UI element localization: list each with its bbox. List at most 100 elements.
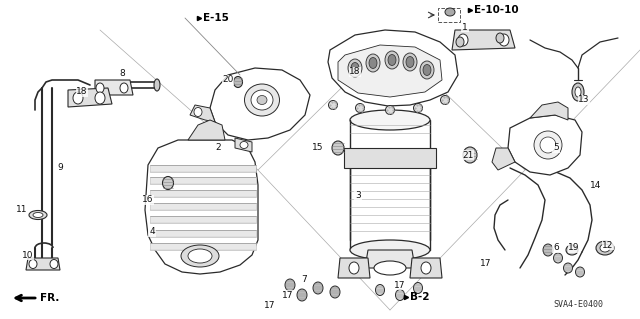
Ellipse shape	[369, 57, 377, 69]
Text: FR.: FR.	[40, 293, 60, 303]
Ellipse shape	[328, 100, 337, 109]
Ellipse shape	[163, 176, 173, 189]
Text: 4: 4	[149, 227, 155, 236]
Ellipse shape	[240, 142, 248, 149]
Text: 6: 6	[553, 243, 559, 253]
Polygon shape	[344, 148, 436, 168]
Text: 2: 2	[215, 144, 221, 152]
Text: 5: 5	[553, 144, 559, 152]
Polygon shape	[150, 203, 256, 210]
Polygon shape	[150, 230, 256, 237]
Ellipse shape	[251, 90, 273, 110]
Text: 12: 12	[602, 241, 614, 249]
Polygon shape	[150, 190, 256, 197]
Ellipse shape	[413, 283, 422, 293]
Polygon shape	[190, 105, 215, 122]
Ellipse shape	[440, 95, 449, 105]
Text: 9: 9	[57, 164, 63, 173]
Ellipse shape	[188, 249, 212, 263]
Ellipse shape	[285, 279, 295, 291]
Ellipse shape	[350, 240, 430, 260]
Ellipse shape	[366, 54, 380, 72]
Polygon shape	[188, 120, 225, 140]
Ellipse shape	[543, 244, 553, 256]
Ellipse shape	[348, 59, 362, 77]
Polygon shape	[530, 102, 568, 120]
Polygon shape	[68, 88, 112, 107]
Ellipse shape	[351, 63, 359, 73]
Text: E-15: E-15	[203, 13, 229, 23]
Ellipse shape	[96, 83, 104, 93]
Ellipse shape	[244, 84, 280, 116]
Polygon shape	[210, 68, 310, 140]
Text: B-2: B-2	[410, 292, 429, 302]
Ellipse shape	[554, 253, 563, 263]
Ellipse shape	[423, 64, 431, 76]
Text: 19: 19	[568, 243, 580, 253]
Ellipse shape	[385, 51, 399, 69]
Polygon shape	[150, 165, 256, 172]
Ellipse shape	[575, 267, 584, 277]
Ellipse shape	[600, 244, 610, 252]
Polygon shape	[365, 250, 415, 268]
Ellipse shape	[120, 83, 128, 93]
Ellipse shape	[421, 262, 431, 274]
Text: 18: 18	[76, 87, 88, 97]
Ellipse shape	[374, 261, 406, 275]
Text: 13: 13	[579, 95, 589, 105]
Polygon shape	[145, 140, 258, 274]
Ellipse shape	[297, 289, 307, 301]
Ellipse shape	[499, 34, 509, 46]
Ellipse shape	[154, 79, 160, 91]
Text: 16: 16	[142, 196, 154, 204]
Text: SVA4-E0400: SVA4-E0400	[553, 300, 603, 309]
Polygon shape	[338, 258, 370, 278]
Ellipse shape	[420, 61, 434, 79]
Polygon shape	[26, 258, 60, 270]
Text: 10: 10	[22, 250, 34, 259]
Polygon shape	[150, 216, 256, 223]
Text: 8: 8	[119, 70, 125, 78]
Polygon shape	[95, 80, 133, 95]
Text: 21: 21	[462, 151, 474, 160]
Text: 18: 18	[349, 68, 361, 77]
Polygon shape	[150, 243, 256, 250]
Ellipse shape	[313, 282, 323, 294]
Text: 17: 17	[264, 300, 276, 309]
Polygon shape	[328, 30, 458, 106]
Ellipse shape	[257, 95, 267, 105]
Text: 3: 3	[355, 190, 361, 199]
Text: 14: 14	[590, 181, 602, 189]
Ellipse shape	[540, 137, 556, 153]
Polygon shape	[150, 177, 256, 184]
Ellipse shape	[234, 77, 243, 87]
Polygon shape	[410, 258, 442, 278]
Ellipse shape	[456, 37, 464, 47]
Bar	[438, 8, 460, 22]
Ellipse shape	[33, 212, 43, 218]
Ellipse shape	[350, 110, 430, 130]
Polygon shape	[338, 45, 442, 97]
Ellipse shape	[596, 241, 614, 255]
Text: 11: 11	[16, 205, 28, 214]
Ellipse shape	[376, 285, 385, 295]
Ellipse shape	[572, 83, 584, 101]
Ellipse shape	[575, 87, 581, 97]
Ellipse shape	[95, 92, 105, 104]
Ellipse shape	[496, 33, 504, 43]
Text: 17: 17	[394, 280, 406, 290]
Text: 15: 15	[312, 144, 324, 152]
Ellipse shape	[463, 147, 477, 163]
Ellipse shape	[181, 245, 219, 267]
Ellipse shape	[563, 263, 573, 273]
Text: 7: 7	[301, 276, 307, 285]
Ellipse shape	[330, 286, 340, 298]
Ellipse shape	[396, 290, 404, 300]
Ellipse shape	[29, 211, 47, 219]
Ellipse shape	[406, 56, 414, 68]
Ellipse shape	[194, 108, 202, 116]
Ellipse shape	[534, 131, 562, 159]
Ellipse shape	[445, 8, 455, 16]
Ellipse shape	[388, 55, 396, 65]
Ellipse shape	[50, 259, 58, 269]
